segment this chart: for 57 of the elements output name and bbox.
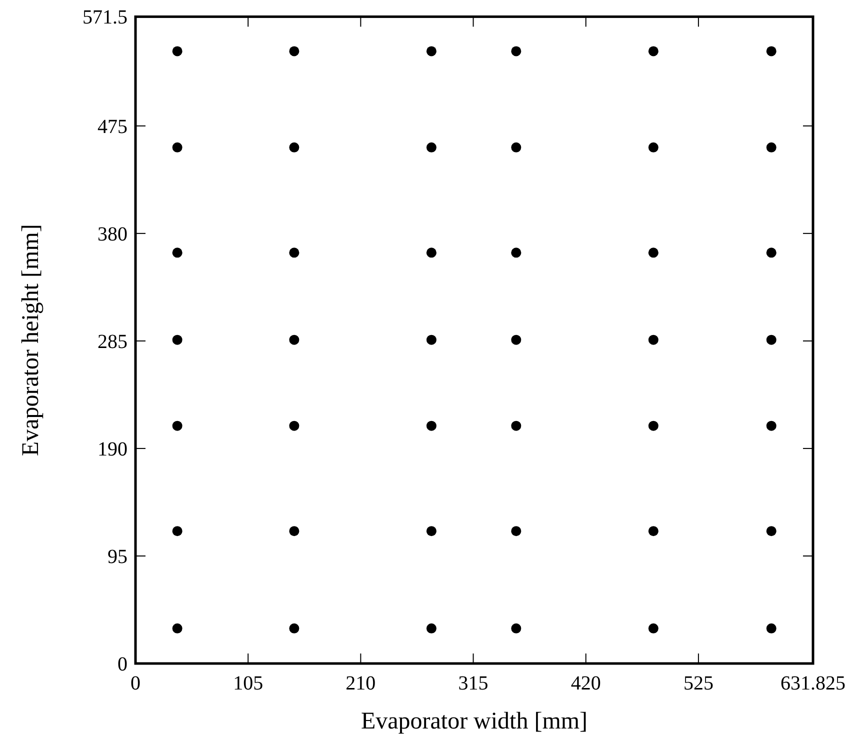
point [511,248,522,258]
point [648,46,658,56]
point [289,248,300,258]
x-tick-label: 315 [458,672,488,694]
point [648,334,658,345]
y-tick-label: 95 [108,546,128,568]
point [648,623,658,634]
point [766,334,776,345]
point [426,420,436,431]
x-axis-title: Evaporator width [mm] [360,708,588,734]
point [426,623,436,634]
point [648,420,658,431]
point [172,46,182,56]
point [766,526,776,536]
point [511,46,522,56]
point [766,623,776,634]
point [289,420,300,431]
y-tick-label: 190 [98,438,128,460]
point [426,46,436,56]
point [426,526,436,536]
x-tick-label: 105 [233,672,264,694]
point [648,248,658,258]
y-tick-label: 0 [118,654,128,676]
point [426,142,436,152]
y-tick-label: 475 [98,116,128,138]
x-tick-label: 210 [346,672,376,694]
point [426,248,436,258]
y-tick-label: 380 [98,223,128,246]
y-tick-label: 285 [98,330,128,353]
point [511,526,522,536]
point [766,420,776,431]
point [172,420,182,431]
point [511,334,522,345]
point [172,623,182,634]
point [766,46,776,56]
point [766,248,776,258]
point [289,526,300,536]
y-tick-label: 571.5 [82,6,128,29]
point [172,248,182,258]
point [172,334,182,345]
point [172,526,182,536]
point [511,142,522,152]
point [289,623,300,634]
x-tick-label: 525 [683,672,714,694]
point [648,142,658,152]
point [289,142,300,152]
point [511,420,522,431]
point [766,142,776,152]
point [289,334,300,345]
y-axis-title: Evaporator height [mm] [18,224,44,456]
point [511,623,522,634]
x-tick-label: 420 [570,672,601,694]
point [426,334,436,345]
point [648,526,658,536]
point [289,46,300,56]
point [172,142,182,152]
x-tick-label: 631.825 [780,672,846,694]
